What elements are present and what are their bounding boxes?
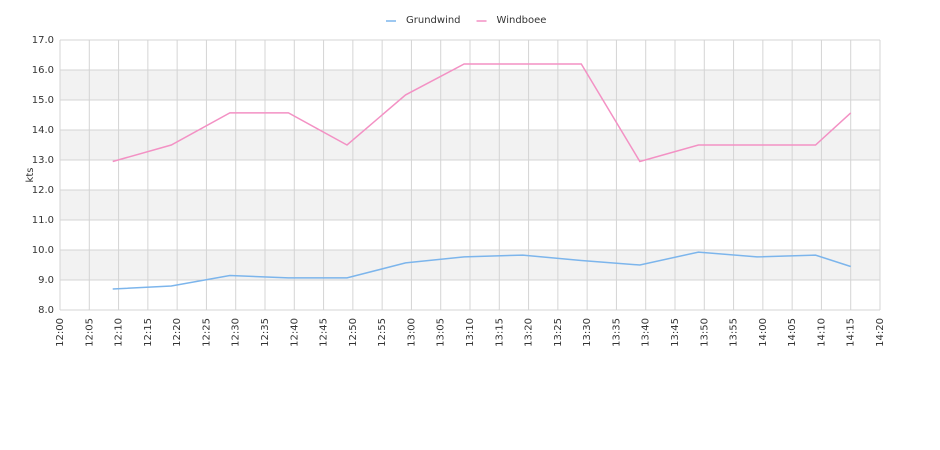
x-tick-label: 13:45 — [670, 318, 681, 347]
y-tick-label: 12.0 — [32, 185, 54, 196]
y-tick-label: 9.0 — [38, 275, 54, 286]
x-tick-label: 13:00 — [406, 318, 417, 347]
y-axis-label: kts — [25, 168, 36, 183]
x-tick-label: 13:20 — [524, 318, 535, 347]
x-tick-label: 12:25 — [201, 318, 212, 347]
x-tick-label: 14:15 — [846, 318, 857, 347]
x-tick-label: 12:15 — [143, 318, 154, 347]
data-line — [112, 63, 852, 163]
x-tick-label: 12:20 — [172, 318, 183, 347]
legend-label[interactable]: Grundwind — [406, 15, 461, 26]
y-tick-label: 10.0 — [32, 245, 54, 256]
y-tick-label: 11.0 — [32, 215, 54, 226]
y-tick-label: 14.0 — [32, 125, 54, 136]
x-tick-label: 12:40 — [289, 318, 300, 347]
x-tick-label: 12:05 — [84, 318, 95, 347]
x-tick-label: 13:55 — [729, 318, 740, 347]
data-line — [112, 251, 851, 290]
y-tick-label: 15.0 — [32, 95, 54, 106]
x-tick-label: 13:50 — [699, 318, 710, 347]
x-tick-label: 12:00 — [55, 318, 66, 347]
x-tick-label: 14:05 — [787, 318, 798, 347]
x-tick-label: 12:55 — [377, 318, 388, 347]
x-tick-label: 12:10 — [114, 318, 125, 347]
x-tick-label: 12:50 — [348, 318, 359, 347]
x-tick-label: 13:05 — [436, 318, 447, 347]
x-tick-label: 13:30 — [582, 318, 593, 347]
x-tick-label: 14:00 — [758, 318, 769, 347]
x-tick-label: 14:10 — [816, 318, 827, 347]
x-tick-label: 12:30 — [231, 318, 242, 347]
x-tick-label: 13:15 — [494, 318, 505, 347]
x-tick-label: 13:40 — [641, 318, 652, 347]
x-tick-label: 12:45 — [319, 318, 330, 347]
y-tick-label: 16.0 — [32, 65, 54, 76]
y-tick-label: 17.0 — [32, 35, 54, 46]
y-tick-label: 13.0 — [32, 155, 54, 166]
x-tick-label: 13:10 — [465, 318, 476, 347]
x-tick-label: 12:35 — [260, 318, 271, 347]
x-tick-label: 13:35 — [611, 318, 622, 347]
legend-label[interactable]: Windboee — [497, 15, 547, 26]
x-tick-label: 14:20 — [875, 318, 886, 347]
y-tick-label: 8.0 — [38, 305, 54, 316]
x-tick-label: 13:25 — [553, 318, 564, 347]
